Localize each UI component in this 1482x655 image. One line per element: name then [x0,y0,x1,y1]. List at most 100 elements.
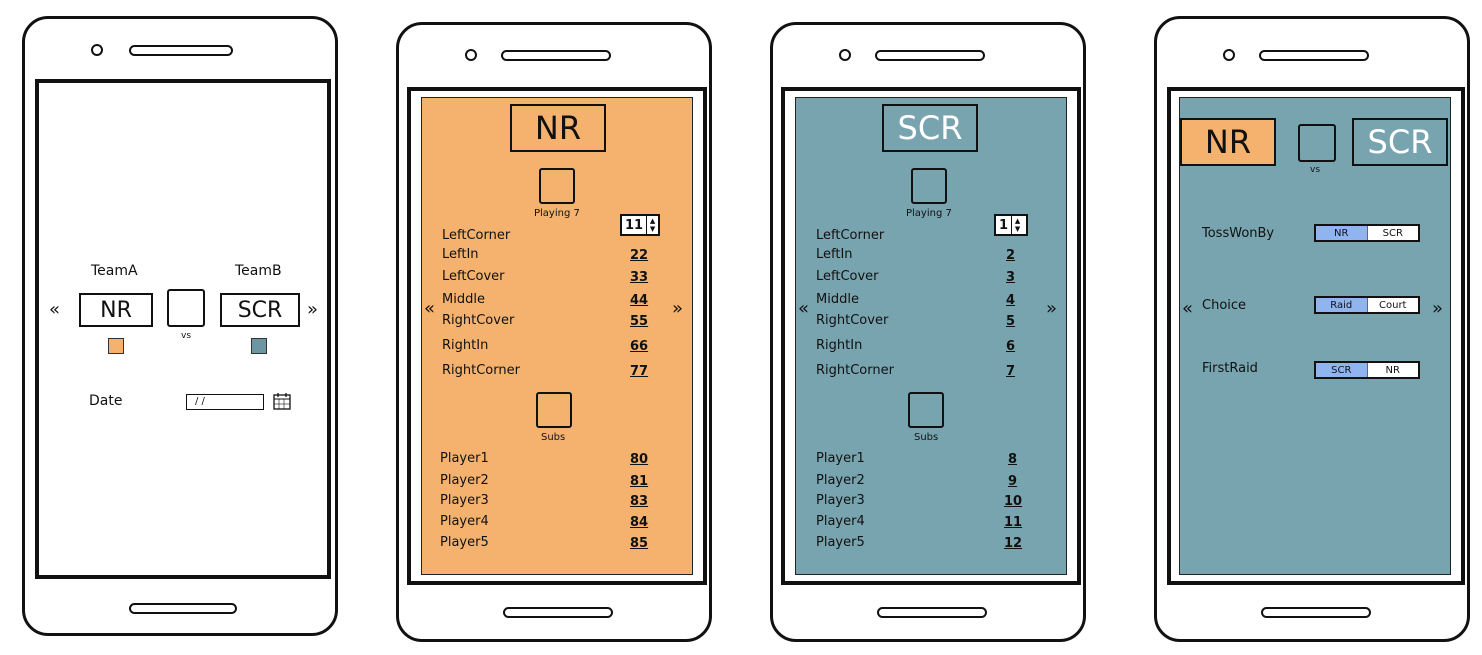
next-arrow[interactable]: » [672,298,684,319]
speaker-icon [1259,50,1369,61]
toss-option-scr[interactable]: SCR [1367,226,1418,240]
position-number[interactable]: 66 [630,339,649,354]
position-number[interactable]: 2 [1006,248,1016,263]
position-name: LeftCover [442,269,505,284]
position-number[interactable]: 6 [1006,339,1016,354]
sub-player-number[interactable]: 84 [630,515,649,530]
position-name: LeftIn [816,247,853,262]
home-button[interactable] [1261,607,1371,618]
next-arrow[interactable]: » [1046,298,1058,319]
home-button[interactable] [877,607,987,618]
camera-icon [91,44,103,56]
toss-panel: NR vs SCR TossWonBy NR SCR « » Choice Ra… [1179,97,1451,575]
toss-won-by-toggle[interactable]: NR SCR [1314,224,1420,242]
sub-player-name: Player1 [440,451,489,466]
toss-option-nr[interactable]: NR [1316,226,1368,240]
position-name: RightCover [442,313,515,328]
position-number[interactable]: 44 [630,293,649,308]
position-name: LeftCorner [816,228,885,243]
prev-arrow[interactable]: « [798,298,810,319]
team-b-color-note-icon[interactable] [251,338,267,354]
team-a-box[interactable]: NR [1180,118,1276,166]
sub-player-name: Player4 [816,514,865,529]
team-title: NR [510,104,606,152]
subs-checkbox[interactable] [908,392,944,428]
team-b-box[interactable]: SCR [1352,118,1448,166]
sub-player-number[interactable]: 8 [1008,452,1018,467]
position-name: LeftIn [442,247,479,262]
vs-label: vs [1310,165,1321,175]
position-name: LeftCover [816,269,879,284]
sub-player-number[interactable]: 83 [630,494,649,509]
player-number-stepper[interactable]: 11 ▲ ▼ [620,214,660,236]
sub-player-number[interactable]: 12 [1004,536,1023,551]
speaker-icon [875,50,985,61]
position-name: RightCover [816,313,889,328]
phone-frame-3: SCR Playing 7 1 ▲ ▼ « » LeftCorner LeftIn… [770,22,1086,642]
position-number[interactable]: 3 [1006,270,1016,285]
sub-player-number[interactable]: 81 [630,474,649,489]
team-title: SCR [882,104,978,152]
position-number[interactable]: 5 [1006,314,1016,329]
position-name: Middle [816,292,859,307]
sub-player-number[interactable]: 80 [630,452,649,467]
date-input[interactable]: / / [186,394,264,410]
stepper-arrows-icon[interactable]: ▲ ▼ [646,216,658,234]
position-number[interactable]: 7 [1006,364,1016,379]
sub-player-name: Player3 [816,493,865,508]
screen-1: TeamA TeamB « NR vs SCR » Date / / [35,79,331,579]
playing-label: Playing 7 [906,208,952,219]
position-number[interactable]: 55 [630,314,649,329]
sub-player-number[interactable]: 11 [1004,515,1023,530]
sub-player-number[interactable]: 85 [630,536,649,551]
position-number[interactable]: 77 [630,364,649,379]
subs-checkbox[interactable] [536,392,572,428]
stepper-arrows-icon[interactable]: ▲ ▼ [1011,216,1023,234]
vs-checkbox[interactable] [167,289,205,327]
next-arrow[interactable]: » [307,299,319,320]
position-name: RightCorner [816,363,894,378]
calendar-icon[interactable] [273,392,291,414]
position-number[interactable]: 33 [630,270,649,285]
position-name: RightIn [442,338,489,353]
team-b-label: TeamB [235,263,282,279]
home-button[interactable] [129,603,237,614]
prev-arrow[interactable]: « [424,298,436,319]
phone-frame-4: NR vs SCR TossWonBy NR SCR « » Choice Ra… [1154,16,1470,642]
first-raid-toggle[interactable]: SCR NR [1314,361,1420,379]
sub-player-name: Player1 [816,451,865,466]
player-number-stepper[interactable]: 1 ▲ ▼ [994,214,1028,236]
position-number[interactable]: 4 [1006,293,1016,308]
choice-label: Choice [1202,298,1247,313]
date-label: Date [89,393,123,409]
team-a-color-note-icon[interactable] [108,338,124,354]
scr-lineup-panel: SCR Playing 7 1 ▲ ▼ « » LeftCorner LeftIn… [795,97,1067,575]
first-raid-option-scr[interactable]: SCR [1316,363,1368,377]
position-name: Middle [442,292,485,307]
sub-player-name: Player2 [816,473,865,488]
team-a-box[interactable]: NR [79,293,153,327]
phone-frame-2: NR Playing 7 11 ▲ ▼ « » LeftCorner LeftIn… [396,22,712,642]
screen-2: NR Playing 7 11 ▲ ▼ « » LeftCorner LeftIn… [407,87,707,585]
playing-checkbox[interactable] [911,168,947,204]
choice-option-raid[interactable]: Raid [1316,298,1368,312]
choice-option-court[interactable]: Court [1367,298,1418,312]
sub-player-name: Player4 [440,514,489,529]
sub-player-number[interactable]: 9 [1008,474,1018,489]
prev-arrow[interactable]: « [49,299,61,320]
sub-player-name: Player2 [440,473,489,488]
vs-checkbox[interactable] [1298,124,1336,162]
position-number[interactable]: 22 [630,248,649,263]
screen-3: SCR Playing 7 1 ▲ ▼ « » LeftCorner LeftIn… [781,87,1081,585]
camera-icon [465,49,477,61]
team-b-box[interactable]: SCR [220,293,300,327]
next-arrow[interactable]: » [1432,298,1444,319]
home-button[interactable] [503,607,613,618]
playing-checkbox[interactable] [539,168,575,204]
prev-arrow[interactable]: « [1182,298,1194,319]
sub-player-number[interactable]: 10 [1004,494,1023,509]
first-raid-label: FirstRaid [1202,361,1258,376]
sub-player-name: Player5 [440,535,489,550]
choice-toggle[interactable]: Raid Court [1314,296,1420,314]
first-raid-option-nr[interactable]: NR [1367,363,1418,377]
